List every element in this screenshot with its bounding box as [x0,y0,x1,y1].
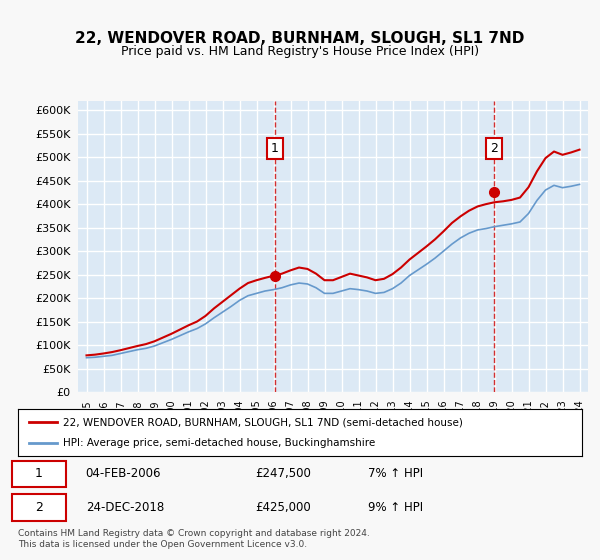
FancyBboxPatch shape [13,494,66,521]
Text: 2: 2 [35,501,43,514]
Text: 9% ↑ HPI: 9% ↑ HPI [368,501,423,514]
Text: 1: 1 [271,142,279,155]
Text: 2: 2 [490,142,498,155]
Text: Price paid vs. HM Land Registry's House Price Index (HPI): Price paid vs. HM Land Registry's House … [121,45,479,58]
Text: 04-FEB-2006: 04-FEB-2006 [86,468,161,480]
Text: 22, WENDOVER ROAD, BURNHAM, SLOUGH, SL1 7ND (semi-detached house): 22, WENDOVER ROAD, BURNHAM, SLOUGH, SL1 … [63,417,463,427]
Text: £247,500: £247,500 [255,468,311,480]
Text: Contains HM Land Registry data © Crown copyright and database right 2024.
This d: Contains HM Land Registry data © Crown c… [18,529,370,549]
Text: £425,000: £425,000 [255,501,311,514]
Text: 24-DEC-2018: 24-DEC-2018 [86,501,164,514]
FancyBboxPatch shape [13,460,66,487]
Text: 7% ↑ HPI: 7% ↑ HPI [368,468,423,480]
Text: 1: 1 [35,468,43,480]
Text: 22, WENDOVER ROAD, BURNHAM, SLOUGH, SL1 7ND: 22, WENDOVER ROAD, BURNHAM, SLOUGH, SL1 … [76,31,524,46]
Text: HPI: Average price, semi-detached house, Buckinghamshire: HPI: Average price, semi-detached house,… [63,438,376,448]
